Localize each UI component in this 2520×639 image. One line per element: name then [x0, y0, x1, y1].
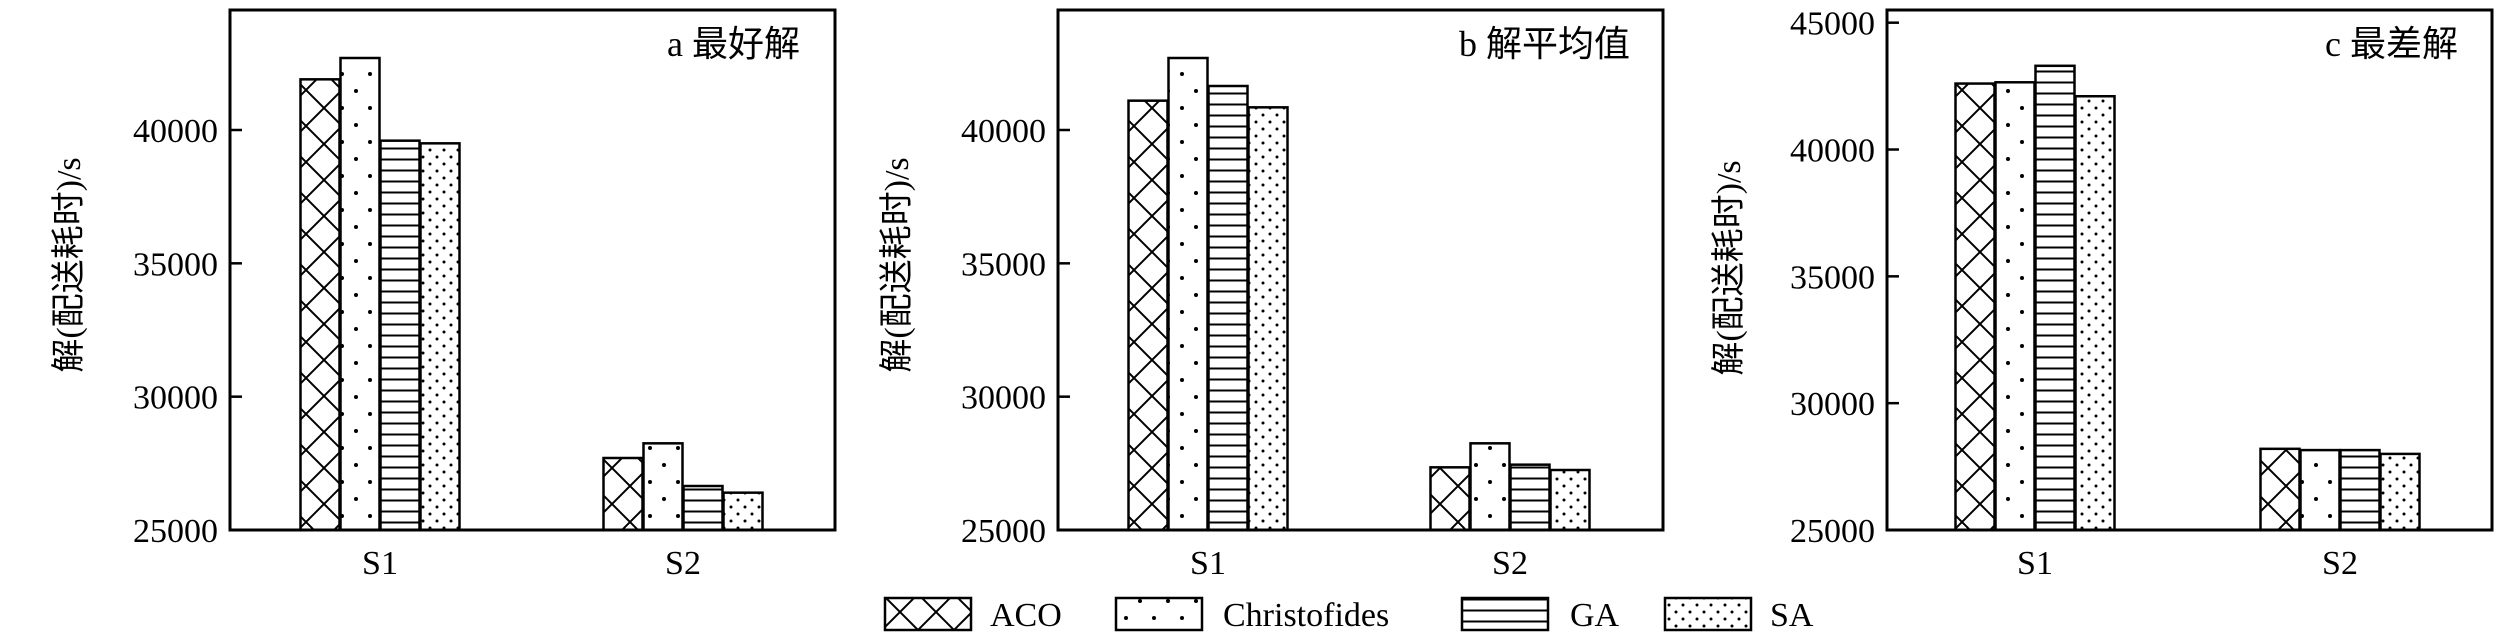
y-tick-label: 30000: [1790, 386, 1875, 423]
y-tick-label: 40000: [1790, 133, 1875, 170]
panel-c: 解(配送耗时)/s c 最差解 25000 30000 35000 40000 4500…: [1710, 6, 2494, 582]
y-tick-label: 35000: [1790, 259, 1875, 296]
bars: [299, 56, 764, 532]
legend-item-sa: SA: [1663, 596, 1814, 634]
bar-ga-s2: [682, 484, 724, 532]
legend-item-aco: ACO: [883, 596, 1062, 634]
y-axis-label: 解(配送耗时)/s: [1710, 160, 1748, 375]
panel-title: b 解平均值: [1459, 24, 1630, 64]
legend-swatch-aco: [883, 596, 973, 632]
plot-frame: [1885, 8, 2494, 532]
bar-aco-s2: [2259, 447, 2301, 532]
bar-ga-s1: [379, 139, 421, 532]
category-label-s2: S2: [665, 545, 701, 582]
y-tick-label: 35000: [961, 246, 1046, 283]
bar-aco-s2: [1429, 466, 1471, 532]
y-tick-label: 30000: [133, 380, 218, 417]
y-tick-label: 25000: [961, 513, 1046, 550]
bars: [1127, 56, 1591, 532]
y-tick-label: 40000: [961, 113, 1046, 150]
bar-sa-s1: [2074, 94, 2116, 532]
bar-aco-s1: [299, 78, 341, 532]
panel-title: c 最差解: [2325, 24, 2458, 64]
y-axis-label: 解(配送耗时)/s: [50, 157, 88, 372]
legend-label-ga: GA: [1570, 597, 1620, 634]
legend-label-aco: ACO: [990, 597, 1062, 634]
y-axis-ticks: 25000 30000 35000 40000: [961, 113, 1070, 550]
panel-b: 解(配送耗时)/s b 解平均值 25000 30000 35000 40000 S1…: [878, 8, 1665, 582]
bar-christofides-s1: [1994, 81, 2036, 532]
bar-christofides-s2: [1469, 442, 1511, 532]
bar-sa-s2: [722, 491, 764, 532]
y-tick-label: 30000: [961, 380, 1046, 417]
legend: ACO Christofides GA SA: [883, 596, 1814, 634]
bars: [1954, 64, 2421, 532]
bar-ga-s2: [1509, 463, 1551, 532]
bar-ga-s1: [1207, 84, 1249, 532]
plot-frame: [1056, 8, 1665, 532]
y-tick-label: 45000: [1790, 6, 1875, 43]
bar-christofides-s1: [339, 56, 381, 532]
bar-ga-s2: [2339, 448, 2381, 532]
bar-christofides-s2: [2299, 448, 2341, 532]
legend-swatch-christofides: [1114, 596, 1204, 632]
bar-aco-s1: [1954, 82, 1996, 532]
bar-christofides-s2: [642, 442, 684, 532]
y-tick-label: 25000: [133, 513, 218, 550]
bar-aco-s1: [1127, 99, 1169, 532]
panel-title: a 最好解: [667, 24, 800, 64]
bar-sa-s1: [419, 142, 461, 532]
bar-ga-s1: [2034, 64, 2076, 532]
plot-frame: [228, 8, 837, 532]
y-tick-label: 25000: [1790, 513, 1875, 550]
legend-label-sa: SA: [1770, 597, 1814, 634]
y-axis-label: 解(配送耗时)/s: [878, 157, 916, 372]
category-label-s1: S1: [362, 545, 398, 582]
bar-christofides-s1: [1167, 56, 1209, 532]
y-axis-ticks: 25000 30000 35000 40000 45000: [1790, 6, 1899, 550]
category-label-s1: S1: [2017, 545, 2053, 582]
y-tick-label: 35000: [133, 246, 218, 283]
legend-item-ga: GA: [1460, 596, 1620, 634]
legend-item-christofides: Christofides: [1114, 596, 1389, 634]
category-label-s1: S1: [1190, 545, 1226, 582]
bar-sa-s2: [2379, 452, 2421, 532]
bar-aco-s2: [602, 456, 644, 532]
legend-swatch-sa: [1663, 596, 1753, 632]
bar-sa-s2: [1549, 468, 1591, 532]
y-tick-label: 40000: [133, 113, 218, 150]
legend-label-christofides: Christofides: [1223, 597, 1389, 634]
category-label-s2: S2: [1492, 545, 1528, 582]
category-label-s2: S2: [2322, 545, 2358, 582]
y-axis-ticks: 25000 30000 35000 40000: [133, 113, 242, 550]
legend-swatch-ga: [1460, 596, 1550, 632]
bar-sa-s1: [1247, 106, 1289, 532]
